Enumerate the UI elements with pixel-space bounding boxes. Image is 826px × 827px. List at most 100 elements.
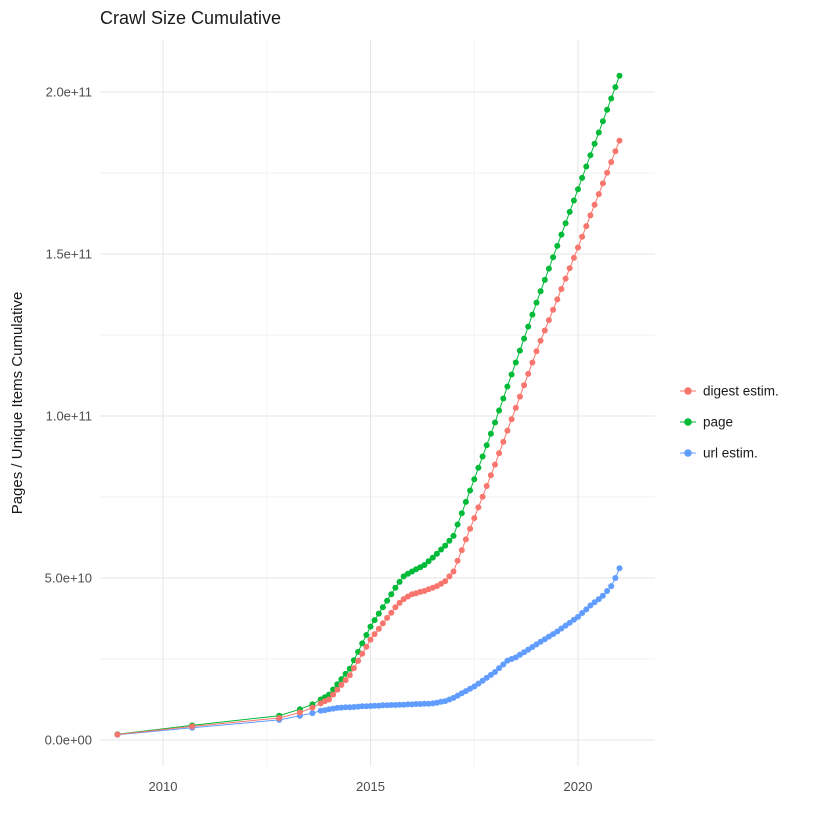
data-point bbox=[545, 265, 552, 272]
data-point bbox=[467, 525, 474, 532]
data-point bbox=[404, 701, 411, 708]
data-point bbox=[533, 299, 540, 306]
data-point bbox=[355, 657, 362, 664]
data-point bbox=[525, 370, 532, 377]
data-point bbox=[450, 568, 457, 575]
data-point bbox=[483, 483, 490, 489]
data-point bbox=[599, 118, 606, 125]
data-point bbox=[591, 599, 598, 606]
data-point bbox=[612, 148, 619, 155]
y-tick-label: 5.0e+10 bbox=[45, 571, 92, 586]
data-point bbox=[554, 242, 561, 249]
data-point bbox=[612, 84, 619, 91]
legend-key-dot bbox=[684, 449, 692, 457]
legend-label: page bbox=[703, 415, 733, 430]
data-point bbox=[496, 665, 503, 672]
data-point bbox=[479, 493, 486, 500]
data-point bbox=[475, 680, 482, 687]
data-point bbox=[575, 613, 581, 620]
data-point bbox=[487, 472, 494, 479]
data-point bbox=[346, 672, 353, 679]
data-point bbox=[487, 430, 494, 437]
data-point bbox=[309, 704, 316, 711]
legend-key-dot bbox=[684, 418, 692, 426]
data-point bbox=[421, 700, 428, 707]
data-point bbox=[375, 625, 382, 632]
data-point bbox=[363, 643, 370, 650]
data-point bbox=[550, 254, 557, 261]
data-point bbox=[413, 701, 420, 707]
series-url-estim bbox=[114, 565, 623, 738]
data-point bbox=[554, 628, 561, 635]
data-point bbox=[438, 546, 445, 553]
data-point bbox=[296, 709, 303, 716]
data-point bbox=[537, 288, 544, 295]
data-point bbox=[396, 599, 403, 606]
data-point bbox=[566, 208, 573, 215]
data-point bbox=[583, 163, 590, 170]
y-tick-label: 2.0e+11 bbox=[46, 85, 92, 100]
y-tick-label: 1.5e+11 bbox=[46, 247, 92, 262]
legend-item-digest-estim: digest estim. bbox=[680, 384, 779, 399]
data-point bbox=[454, 521, 461, 528]
data-point bbox=[612, 575, 619, 581]
data-point bbox=[371, 702, 378, 709]
data-point bbox=[504, 383, 511, 390]
data-point bbox=[500, 661, 507, 668]
data-point bbox=[483, 674, 490, 681]
data-point bbox=[384, 597, 391, 604]
data-point bbox=[342, 704, 349, 711]
data-point bbox=[326, 691, 332, 698]
data-point bbox=[504, 427, 511, 434]
gridlines bbox=[100, 40, 655, 766]
data-point bbox=[587, 602, 594, 609]
data-point bbox=[421, 562, 428, 568]
legend-item-url-estim: url estim. bbox=[680, 446, 758, 461]
data-point bbox=[471, 515, 478, 522]
data-point bbox=[521, 382, 528, 389]
data-point bbox=[475, 504, 482, 511]
legend-item-page: page bbox=[680, 415, 733, 430]
data-point bbox=[500, 395, 507, 402]
y-axis-label: Pages / Unique Items Cumulative bbox=[9, 292, 26, 515]
data-point bbox=[429, 554, 436, 561]
data-point bbox=[392, 584, 399, 591]
data-point bbox=[309, 710, 316, 717]
data-point bbox=[425, 558, 432, 565]
data-point bbox=[388, 591, 395, 598]
data-point bbox=[516, 347, 523, 354]
data-point bbox=[500, 438, 507, 445]
data-point bbox=[359, 640, 366, 647]
data-point bbox=[471, 476, 478, 483]
data-point bbox=[521, 335, 528, 342]
data-point bbox=[338, 681, 345, 688]
x-tick-label: 2020 bbox=[564, 779, 593, 794]
data-point bbox=[371, 617, 378, 624]
data-point bbox=[379, 620, 386, 627]
data-point bbox=[570, 254, 577, 261]
data-point bbox=[388, 609, 395, 616]
data-point bbox=[276, 715, 283, 721]
data-point bbox=[363, 632, 370, 638]
data-point bbox=[359, 703, 366, 710]
data-point bbox=[529, 359, 536, 366]
data-point bbox=[492, 461, 498, 468]
data-point bbox=[388, 702, 395, 708]
data-point bbox=[442, 578, 449, 585]
data-point bbox=[384, 614, 391, 621]
data-point bbox=[512, 404, 519, 411]
legend-label: digest estim. bbox=[703, 384, 779, 399]
data-point bbox=[604, 106, 611, 113]
data-point bbox=[562, 220, 569, 227]
data-point bbox=[458, 510, 465, 517]
data-point bbox=[492, 419, 498, 426]
data-point bbox=[508, 416, 515, 423]
data-point bbox=[541, 276, 548, 283]
chart-title: Crawl Size Cumulative bbox=[100, 8, 281, 28]
data-point bbox=[616, 137, 623, 144]
data-point bbox=[616, 72, 623, 79]
data-point bbox=[479, 453, 486, 460]
data-point bbox=[516, 393, 523, 400]
